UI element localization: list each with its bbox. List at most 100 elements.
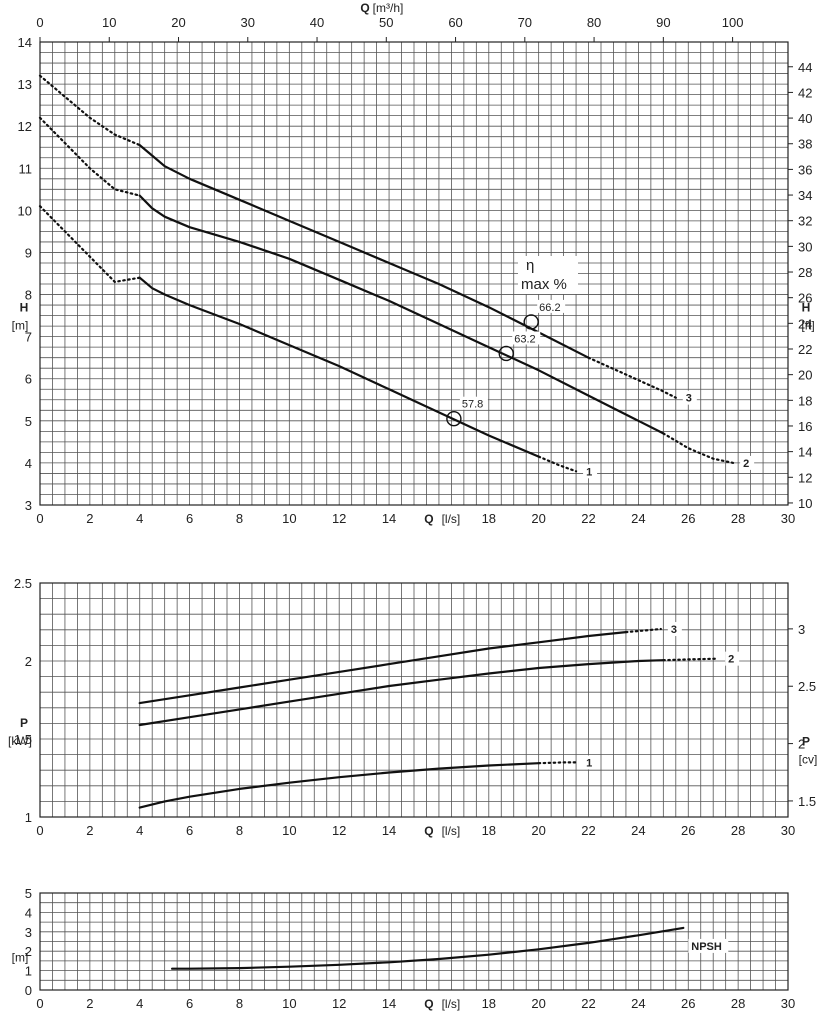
y-tick-label: 11 <box>19 161 33 176</box>
x-tick-label: 0 <box>36 996 43 1011</box>
series-label: 2 <box>728 654 734 666</box>
series-line-dotted <box>537 761 578 765</box>
y-right-axis-label: H <box>802 301 811 315</box>
x-tick-label: 20 <box>531 511 545 526</box>
x-axis-label: Q <box>424 824 433 838</box>
y-tick-label: 14 <box>18 35 32 50</box>
efficiency-markers: η max % 57.8 63.2 66.2 <box>446 256 578 427</box>
y-axis-unit: [m] <box>12 319 29 333</box>
efficiency-title: max % <box>521 276 567 293</box>
series-label: 3 <box>686 393 692 405</box>
efficiency-value: 57.8 <box>462 399 483 411</box>
series-line <box>171 926 685 970</box>
y-tick-label: 3 <box>25 925 32 940</box>
x-tick-label: 12 <box>332 823 346 838</box>
x-axis-label: Q <box>424 997 433 1011</box>
power-series-1: 1 <box>138 755 598 809</box>
x-tick-label: 20 <box>531 996 545 1011</box>
x-top-tick-label: 80 <box>587 15 601 30</box>
efficiency-point <box>498 345 514 362</box>
x-tick-label: 2 <box>86 511 93 526</box>
y-tick-label: 2 <box>25 944 32 959</box>
x-tick-label: 14 <box>382 823 396 838</box>
y-tick-label: 5 <box>25 414 32 429</box>
series-label: NPSH <box>691 941 722 953</box>
power-series-2: 2 <box>138 651 740 727</box>
x-top-axis-label: Q <box>360 1 369 15</box>
x-tick-label: 18 <box>482 823 496 838</box>
npsh-series-NPSH: NPSH <box>171 926 729 970</box>
y-tick-label: 13 <box>18 77 32 92</box>
x-tick-label: 24 <box>631 823 645 838</box>
x-tick-label: 28 <box>731 511 745 526</box>
npsh-grid <box>39 892 789 991</box>
x-tick-label: 6 <box>186 823 193 838</box>
head-series-3: 3 <box>38 74 697 405</box>
x-tick-label: 4 <box>136 511 143 526</box>
x-top-tick-label: 70 <box>518 15 532 30</box>
series-line-dotted <box>38 205 141 284</box>
x-tick-label: 18 <box>482 511 496 526</box>
power-chart: 0 2 4 6 8 10 12 14 18 20 22 24 26 28 30Q [l/s]11.522.5P… <box>8 576 817 838</box>
x-tick-label: 20 <box>531 823 545 838</box>
x-axis-unit: [l/s] <box>442 512 461 526</box>
x-tick-label: 26 <box>681 996 695 1011</box>
efficiency-point <box>446 411 462 427</box>
efficiency-value: 63.2 <box>514 333 535 345</box>
x-tick-label: 24 <box>631 511 645 526</box>
y-right-tick-label: 2 <box>798 737 805 752</box>
y-right-tick-label: 28 <box>798 265 812 280</box>
series-label-bg <box>725 651 740 666</box>
series-line <box>138 144 590 359</box>
y-tick-label: 4 <box>25 456 32 471</box>
x-axis-label: Q <box>424 512 433 526</box>
y-right-tick-label: 14 <box>798 445 812 460</box>
power-series-3: 3 <box>138 622 682 705</box>
efficiency-title-symbol: η <box>526 257 534 274</box>
x-tick-label: 0 <box>36 511 43 526</box>
y-right-tick-label: 30 <box>798 239 812 254</box>
x-top-tick-label: 50 <box>379 15 393 30</box>
x-tick-label: 14 <box>382 511 396 526</box>
x-tick-label: 18 <box>482 996 496 1011</box>
x-tick-label: 2 <box>86 996 93 1011</box>
y-tick-label: 0 <box>25 983 32 998</box>
x-tick-label: 12 <box>332 996 346 1011</box>
x-tick-label: 10 <box>282 823 296 838</box>
y-right-tick-label: 32 <box>798 214 812 229</box>
head-frame <box>39 41 789 506</box>
series-line-dotted <box>537 455 578 473</box>
series-line-dotted <box>662 657 720 662</box>
y-axis-unit: [kW] <box>8 734 32 748</box>
x-tick-label: 4 <box>136 996 143 1011</box>
head-series-2: 2 <box>38 116 755 470</box>
series-line <box>138 631 627 705</box>
efficiency-value-bg <box>537 299 566 313</box>
y-right-axis-unit: [cv] <box>799 752 818 766</box>
y-right-tick-label: 36 <box>798 162 812 177</box>
y-right-tick-label: 42 <box>798 85 812 100</box>
x-tick-label: 6 <box>186 511 193 526</box>
npsh-chart: 0 2 4 6 8 10 12 14 18 20 22 24 26 28 30Q [l/s]012345[m]… <box>12 886 796 1011</box>
x-tick-label: 10 <box>282 511 296 526</box>
y-right-tick-label: 44 <box>798 60 812 75</box>
y-tick-label: 2.5 <box>14 576 32 591</box>
y-tick-label: 2 <box>25 654 32 669</box>
y-right-tick-label: 24 <box>798 316 812 331</box>
x-tick-label: 8 <box>236 996 243 1011</box>
series-label: 2 <box>743 458 749 470</box>
x-tick-label: 26 <box>681 511 695 526</box>
y-right-tick-label: 10 <box>798 496 812 511</box>
x-tick-label: 10 <box>282 996 296 1011</box>
x-top-tick-label: 100 <box>722 15 744 30</box>
y-right-tick-label: 16 <box>798 419 812 434</box>
series-label: 3 <box>671 624 677 636</box>
x-axis-unit: [l/s] <box>442 997 461 1011</box>
x-top-tick-label: 60 <box>448 15 462 30</box>
x-tick-label: 0 <box>36 823 43 838</box>
y-right-axis-label: P <box>802 734 810 748</box>
series-label-bg <box>583 755 598 770</box>
series-label: 1 <box>586 757 592 769</box>
series-line-dotted <box>587 356 677 399</box>
